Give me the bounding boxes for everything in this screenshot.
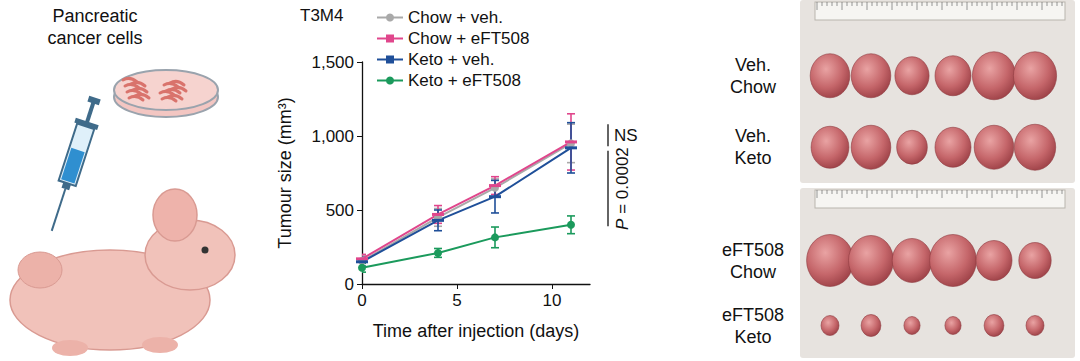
svg-text:10: 10	[543, 291, 562, 310]
svg-text:Chow + veh.: Chow + veh.	[408, 8, 503, 27]
svg-text:= 0.0002: = 0.0002	[613, 147, 632, 218]
svg-text:Chow + eFT508: Chow + eFT508	[408, 29, 529, 48]
svg-text:1,500: 1,500	[311, 53, 354, 72]
svg-text:Keto + eFT508: Keto + eFT508	[408, 71, 521, 90]
svg-text:T3M4: T3M4	[300, 6, 343, 25]
svg-text:Keto: Keto	[734, 148, 771, 168]
svg-text:P: P	[613, 218, 632, 230]
svg-text:Chow: Chow	[730, 77, 777, 97]
svg-text:5: 5	[452, 291, 461, 310]
svg-text:Veh.: Veh.	[735, 126, 771, 146]
svg-text:Veh.: Veh.	[735, 55, 771, 75]
svg-text:cancer cells: cancer cells	[47, 28, 142, 48]
svg-text:Keto + veh.: Keto + veh.	[408, 50, 494, 69]
svg-text:0: 0	[357, 291, 366, 310]
svg-text:500: 500	[326, 201, 354, 220]
svg-text:Keto: Keto	[734, 327, 771, 347]
svg-text:eFT508: eFT508	[722, 240, 784, 260]
svg-text:eFT508: eFT508	[722, 305, 784, 325]
svg-text:1,000: 1,000	[311, 127, 354, 146]
svg-text:Chow: Chow	[730, 262, 777, 282]
svg-text:NS: NS	[614, 126, 638, 145]
svg-text:0: 0	[345, 275, 354, 294]
svg-text:Time after injection (days): Time after injection (days)	[373, 321, 579, 341]
svg-text:Pancreatic: Pancreatic	[52, 6, 137, 26]
svg-text:Tumour size (mm³): Tumour size (mm³)	[275, 97, 295, 248]
